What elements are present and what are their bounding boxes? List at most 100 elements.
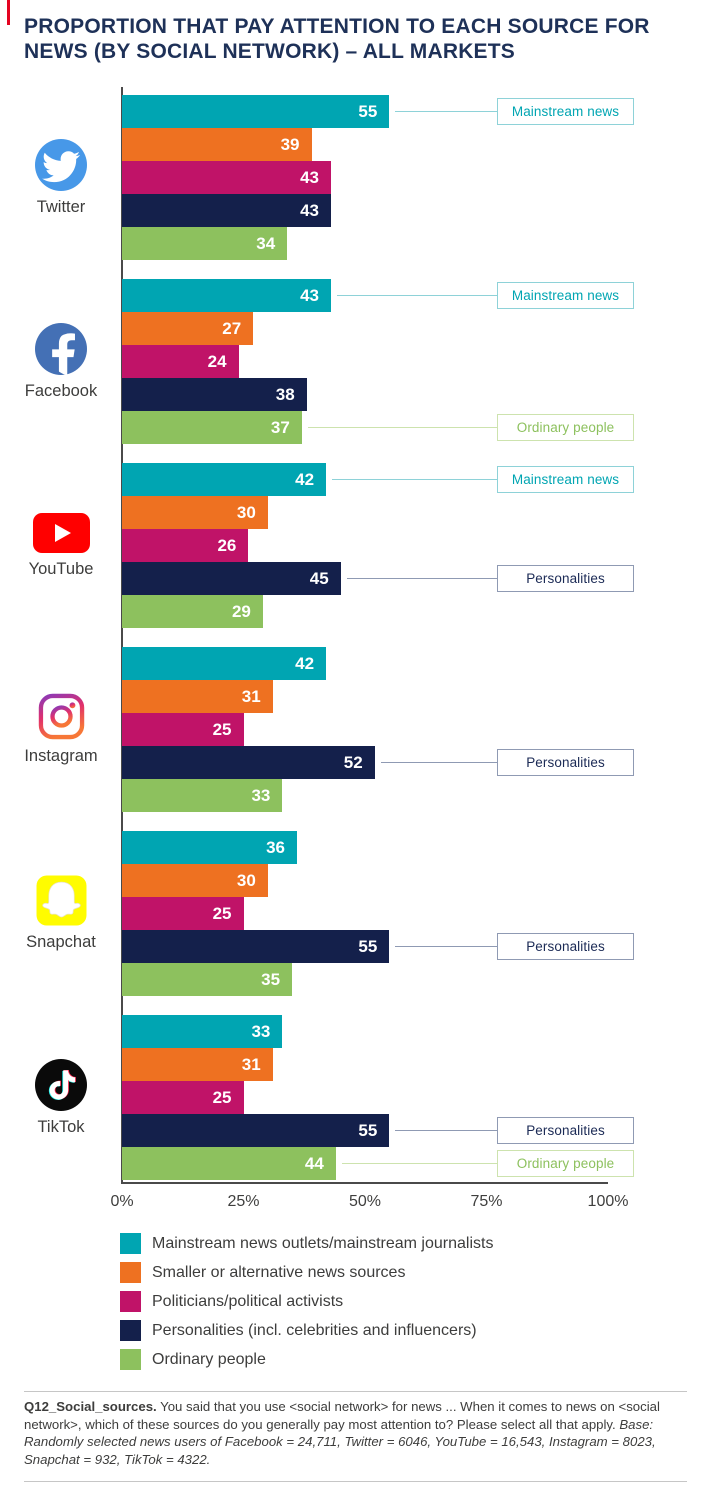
bar-value-label: 26 bbox=[217, 535, 237, 555]
bar-facebook-s3: 38 bbox=[122, 378, 307, 411]
bar-value-label: 45 bbox=[309, 568, 329, 588]
bar-instagram-s2: 25 bbox=[122, 713, 244, 746]
legend-item: Smaller or alternative news sources bbox=[120, 1258, 493, 1287]
footnote-question-id: Q12_Social_sources. bbox=[24, 1399, 157, 1414]
bar-twitter-s0: 55 bbox=[122, 95, 390, 128]
legend-item-label: Ordinary people bbox=[152, 1350, 266, 1368]
callout-box: Personalities bbox=[497, 565, 634, 592]
legend: Mainstream news outlets/mainstream journ… bbox=[120, 1229, 493, 1374]
network-label: YouTube bbox=[28, 559, 94, 578]
legend-item: Mainstream news outlets/mainstream journ… bbox=[120, 1229, 493, 1258]
bar-snapchat-s2: 25 bbox=[122, 897, 244, 930]
bar-value-label: 30 bbox=[236, 502, 256, 522]
network-label: TikTok bbox=[37, 1117, 85, 1136]
legend-swatch bbox=[120, 1262, 141, 1283]
bar-value-label: 35 bbox=[261, 969, 281, 989]
bar-youtube-s3: 45 bbox=[122, 562, 341, 595]
callout-line bbox=[395, 1130, 497, 1131]
bar-value-label: 31 bbox=[241, 1054, 261, 1074]
bar-instagram-s1: 31 bbox=[122, 680, 273, 713]
bar-value-label: 29 bbox=[231, 601, 251, 621]
bar-value-label: 55 bbox=[358, 101, 378, 121]
x-tick-label: 100% bbox=[587, 1193, 629, 1210]
network-cell-twitter: Twitter bbox=[0, 95, 122, 260]
snapchat-icon bbox=[36, 875, 86, 926]
bar-twitter-s2: 43 bbox=[122, 161, 331, 194]
legend-item: Ordinary people bbox=[120, 1345, 493, 1374]
legend-swatch bbox=[120, 1233, 141, 1254]
callout-line bbox=[341, 1163, 497, 1164]
callout-box: Ordinary people bbox=[497, 414, 634, 441]
facebook-icon bbox=[35, 322, 87, 375]
footnote-base: Base: Randomly selected news users of Fa… bbox=[24, 1416, 656, 1468]
x-tick-label: 50% bbox=[348, 1193, 382, 1210]
bar-snapchat-s0: 36 bbox=[122, 831, 297, 864]
callout-box: Mainstream news bbox=[497, 466, 634, 493]
footnote-body: You said that you use <social network> f… bbox=[24, 1399, 660, 1432]
footnote-rule-bottom bbox=[24, 1481, 687, 1482]
legend-swatch bbox=[120, 1349, 141, 1370]
legend-item-label: Smaller or alternative news sources bbox=[152, 1263, 406, 1281]
bar-value-label: 43 bbox=[300, 200, 319, 220]
bar-value-label: 36 bbox=[266, 837, 285, 857]
legend-item: Politicians/political activists bbox=[120, 1287, 493, 1316]
youtube-icon bbox=[32, 512, 90, 553]
x-tick-label: 0% bbox=[110, 1193, 134, 1210]
callout-line bbox=[332, 479, 497, 480]
bar-instagram-s4: 33 bbox=[122, 779, 283, 812]
twitter-icon bbox=[35, 138, 87, 191]
bar-value-label: 31 bbox=[241, 686, 261, 706]
bar-value-label: 52 bbox=[343, 752, 363, 772]
bar-snapchat-s4: 35 bbox=[122, 963, 293, 996]
bar-snapchat-s1: 30 bbox=[122, 864, 268, 897]
bar-youtube-s2: 26 bbox=[122, 529, 249, 562]
callout-line bbox=[346, 578, 497, 579]
callout-box: Ordinary people bbox=[497, 1150, 634, 1177]
network-cell-facebook: Facebook bbox=[0, 279, 122, 444]
y-axis-line bbox=[121, 87, 123, 1184]
bar-instagram-s0: 42 bbox=[122, 647, 327, 680]
callout-box: Personalities bbox=[497, 749, 634, 776]
bar-facebook-s1: 27 bbox=[122, 312, 254, 345]
callout-box: Personalities bbox=[497, 1117, 634, 1144]
x-tick-label: 75% bbox=[470, 1193, 503, 1210]
bar-tiktok-s4: 44 bbox=[122, 1147, 336, 1180]
bar-value-label: 25 bbox=[212, 1087, 232, 1107]
bar-snapchat-s3: 55 bbox=[122, 930, 390, 963]
bar-value-label: 27 bbox=[222, 318, 242, 338]
network-label: Snapchat bbox=[26, 933, 96, 951]
legend-swatch bbox=[120, 1320, 141, 1341]
network-label: Facebook bbox=[24, 381, 98, 400]
tiktok-icon bbox=[35, 1058, 87, 1111]
bar-value-label: 55 bbox=[358, 936, 378, 956]
bar-value-label: 30 bbox=[236, 870, 256, 890]
grouped-bar-chart: Twitter Facebook YouTube bbox=[0, 87, 634, 1210]
page-corner-mark bbox=[7, 0, 10, 25]
bar-instagram-s3: 52 bbox=[122, 746, 375, 779]
callout-box: Personalities bbox=[497, 933, 634, 960]
bar-value-label: 55 bbox=[358, 1120, 378, 1140]
network-cell-tiktok: TikTok bbox=[0, 1015, 122, 1180]
bar-tiktok-s3: 55 bbox=[122, 1114, 390, 1147]
legend-swatch bbox=[120, 1291, 141, 1312]
legend-item: Personalities (incl. celebrities and inf… bbox=[120, 1316, 493, 1345]
legend-item-label: Personalities (incl. celebrities and inf… bbox=[152, 1321, 477, 1339]
callout-line bbox=[395, 946, 497, 947]
instagram-icon bbox=[38, 693, 84, 740]
bar-value-label: 25 bbox=[212, 719, 232, 739]
callout-box: Mainstream news bbox=[497, 98, 634, 125]
network-cell-youtube: YouTube bbox=[0, 463, 122, 628]
bar-value-label: 37 bbox=[270, 417, 290, 437]
bar-twitter-s4: 34 bbox=[122, 227, 288, 260]
bar-value-label: 25 bbox=[212, 903, 232, 923]
callout-line bbox=[395, 111, 497, 112]
bar-value-label: 42 bbox=[295, 653, 315, 673]
bar-facebook-s4: 37 bbox=[122, 411, 302, 444]
callout-line bbox=[337, 295, 497, 296]
callout-box: Mainstream news bbox=[497, 282, 634, 309]
bar-value-label: 24 bbox=[207, 351, 227, 371]
callout-line bbox=[380, 762, 497, 763]
bar-value-label: 34 bbox=[256, 233, 276, 253]
footnote: Q12_Social_sources. You said that you us… bbox=[24, 1398, 688, 1469]
